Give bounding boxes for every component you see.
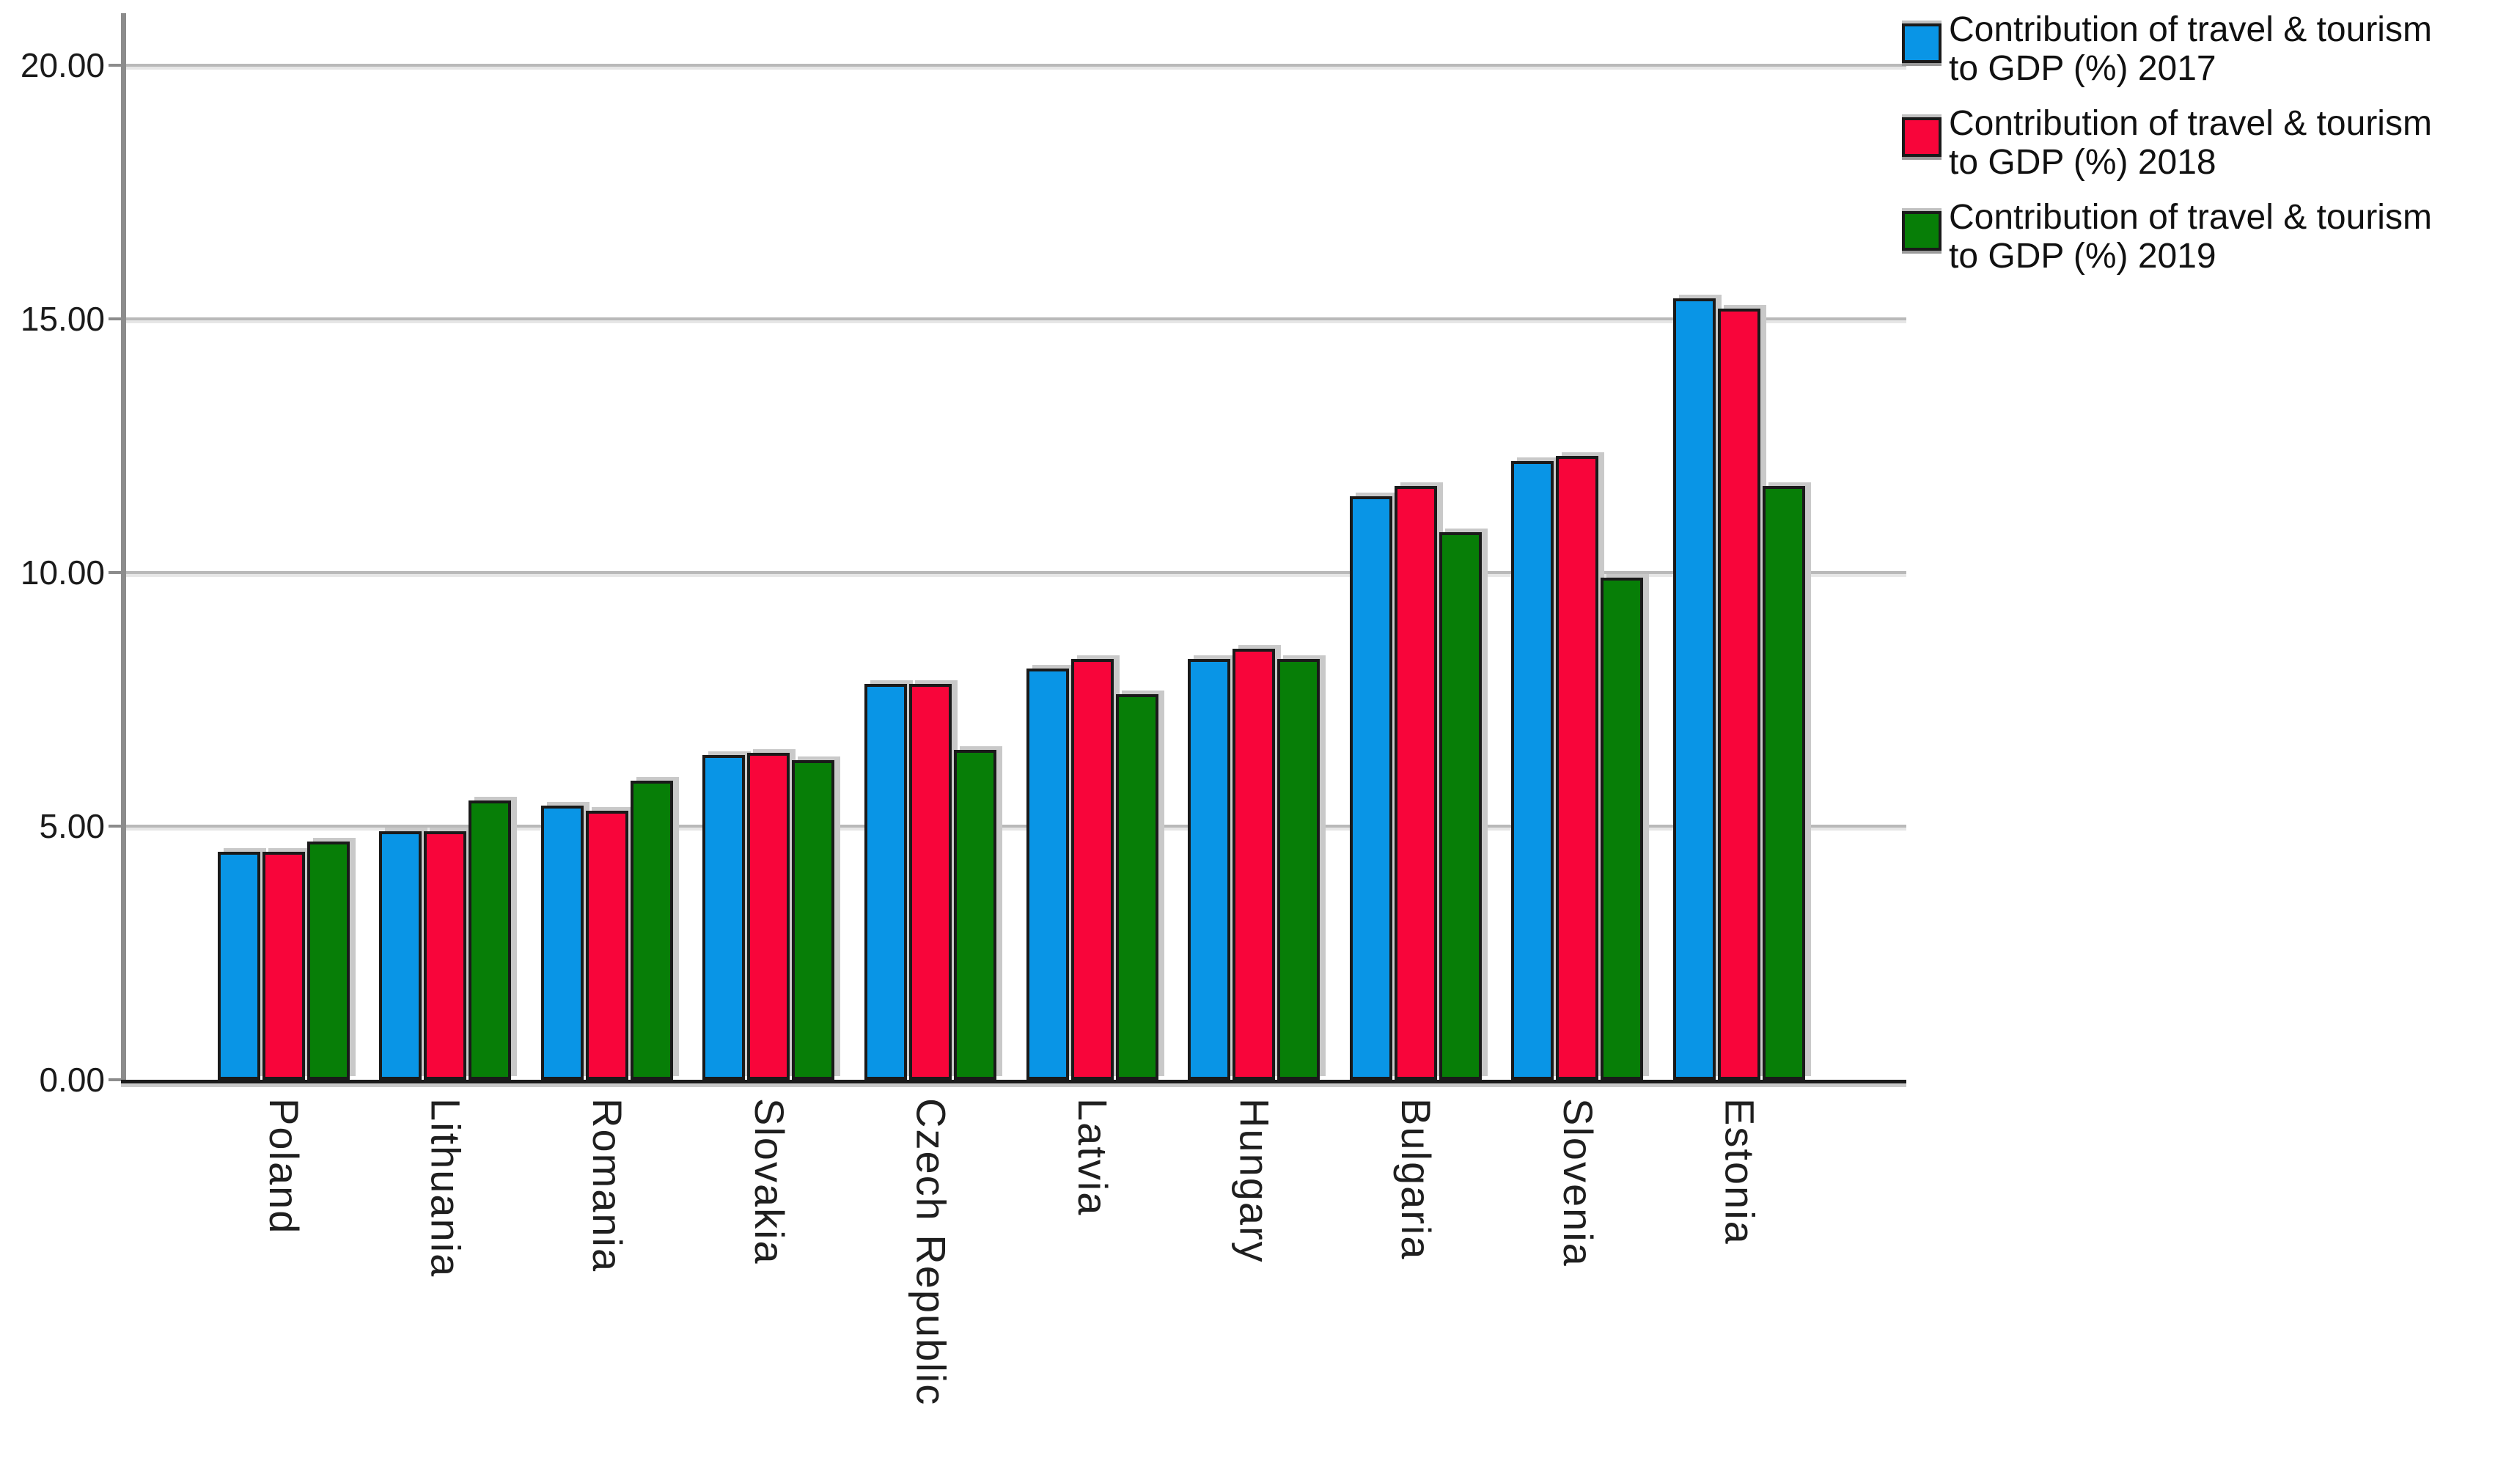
- y-axis-line: [121, 13, 126, 1083]
- bar-slovenia-2018: [1556, 456, 1598, 1080]
- gridline-15: [126, 317, 1906, 320]
- bar-czech-republic-2017: [864, 684, 907, 1080]
- x-axis-label-slovenia: Slovenia: [1554, 1098, 1601, 1267]
- legend-label-2017: Contribution of travel & tourism to GDP (…: [1949, 10, 2432, 88]
- bar-czech-republic-2019: [954, 750, 996, 1080]
- y-axis-tick-5: [109, 825, 121, 828]
- y-axis-tick-label: 10.00: [20, 553, 105, 592]
- bar-estonia-2018: [1718, 309, 1760, 1080]
- bar-hungary-2017: [1188, 659, 1230, 1080]
- bar-bulgaria-2018: [1395, 486, 1437, 1080]
- legend-label-line2: to GDP (%) 2019: [1949, 237, 2216, 276]
- legend-swatch-2019: [1902, 211, 1942, 251]
- bar-latvia-2018: [1071, 659, 1114, 1080]
- y-axis-tick-10: [109, 571, 121, 574]
- gridline-5: [126, 825, 1906, 828]
- gridline-20: [126, 64, 1906, 67]
- x-axis-line: [121, 1080, 1906, 1083]
- bar-slovakia-2018: [747, 753, 790, 1080]
- legend-label-line1: Contribution of travel & tourism: [1949, 10, 2432, 49]
- bar-romania-2019: [631, 781, 673, 1080]
- gridline-10: [126, 571, 1906, 574]
- legend-item-2019: Contribution of travel & tourism to GDP (…: [1902, 198, 2432, 276]
- bar-latvia-2019: [1116, 694, 1158, 1080]
- y-axis-tick-0: [109, 1078, 121, 1081]
- bar-hungary-2019: [1277, 659, 1320, 1080]
- bar-poland-2018: [262, 852, 305, 1080]
- x-axis-label-estonia: Estonia: [1716, 1098, 1763, 1245]
- legend-swatch-2018: [1902, 117, 1942, 157]
- y-axis-tick-15: [109, 317, 121, 320]
- bar-hungary-2018: [1233, 649, 1275, 1080]
- x-axis-label-hungary: Hungary: [1231, 1098, 1278, 1264]
- bar-estonia-2017: [1673, 298, 1716, 1080]
- legend-label-line1: Contribution of travel & tourism: [1949, 198, 2432, 237]
- bar-slovenia-2019: [1601, 578, 1643, 1080]
- legend-item-2017: Contribution of travel & tourism to GDP (…: [1902, 10, 2432, 88]
- bar-romania-2018: [586, 811, 628, 1080]
- bar-slovakia-2019: [792, 760, 834, 1080]
- x-axis-label-czech-republic: Czech Republic: [908, 1098, 955, 1407]
- y-axis-tick-label: 20.00: [20, 46, 105, 84]
- y-axis-tick-label: 0.00: [39, 1061, 105, 1099]
- bar-estonia-2019: [1763, 486, 1805, 1080]
- legend-label-line1: Contribution of travel & tourism: [1949, 104, 2432, 143]
- x-axis-label-lithuania: Lithuania: [422, 1098, 469, 1278]
- legend-item-2018: Contribution of travel & tourism to GDP (…: [1902, 104, 2432, 182]
- chart-legend: Contribution of travel & tourism to GDP (…: [1902, 10, 2432, 292]
- legend-label-line2: to GDP (%) 2018: [1949, 143, 2216, 182]
- legend-label-2019: Contribution of travel & tourism to GDP (…: [1949, 198, 2432, 276]
- x-axis-label-slovakia: Slovakia: [746, 1098, 793, 1265]
- bar-bulgaria-2019: [1439, 532, 1482, 1080]
- legend-label-line2: to GDP (%) 2017: [1949, 49, 2216, 88]
- legend-label-2018: Contribution of travel & tourism to GDP (…: [1949, 104, 2432, 182]
- bar-slovakia-2017: [702, 755, 745, 1080]
- x-axis-label-poland: Poland: [261, 1098, 307, 1235]
- y-axis-tick-20: [109, 64, 121, 67]
- bar-slovenia-2017: [1511, 461, 1554, 1080]
- bar-lithuania-2019: [469, 800, 511, 1080]
- x-axis-label-romania: Romania: [584, 1098, 631, 1273]
- y-axis-tick-label: 15.00: [20, 300, 105, 338]
- x-axis-label-bulgaria: Bulgaria: [1393, 1098, 1440, 1261]
- y-axis-tick-label: 5.00: [39, 807, 105, 845]
- x-axis-label-latvia: Latvia: [1070, 1098, 1116, 1217]
- bar-lithuania-2017: [379, 831, 422, 1080]
- bar-poland-2019: [307, 842, 350, 1080]
- bar-romania-2017: [541, 806, 584, 1080]
- legend-swatch-2017: [1902, 23, 1942, 63]
- bar-latvia-2017: [1026, 669, 1069, 1080]
- bar-lithuania-2018: [424, 831, 466, 1080]
- bar-bulgaria-2017: [1350, 496, 1392, 1080]
- bar-czech-republic-2018: [909, 684, 952, 1080]
- bar-poland-2017: [218, 852, 260, 1080]
